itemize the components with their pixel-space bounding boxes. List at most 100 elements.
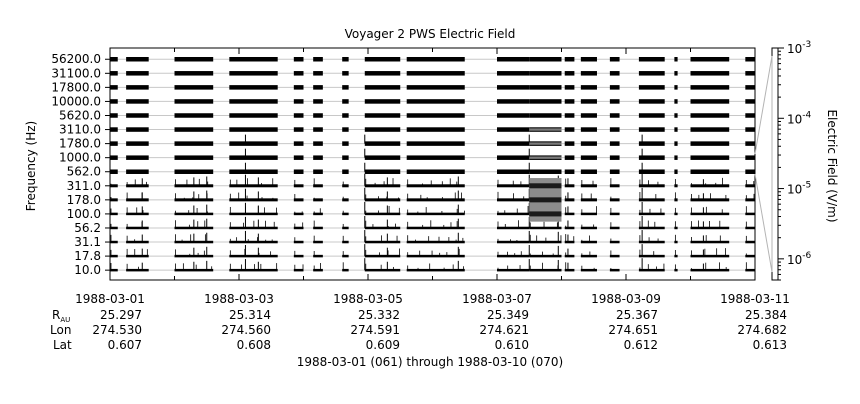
data-segment xyxy=(342,198,349,202)
data-segment xyxy=(580,85,597,90)
colorbar-connector xyxy=(754,55,773,273)
data-segment xyxy=(638,127,665,132)
data-segment xyxy=(293,240,304,244)
data-segment xyxy=(564,56,575,62)
plot-frame xyxy=(109,47,756,281)
data-segment xyxy=(609,155,620,160)
data-segment xyxy=(564,198,575,202)
data-segment xyxy=(406,212,465,216)
data-segment xyxy=(364,254,401,258)
data-segment xyxy=(126,212,149,216)
data-segment xyxy=(313,155,323,160)
data-segment xyxy=(110,155,118,160)
data-segment xyxy=(406,71,465,76)
data-segment xyxy=(364,268,401,272)
data-segment xyxy=(313,226,323,230)
data-segment xyxy=(638,254,665,258)
data-segment xyxy=(745,155,755,160)
data-segment xyxy=(674,268,678,272)
data-segment xyxy=(690,212,730,216)
data-segment xyxy=(126,198,149,202)
ephemeris-lat-value: 0.609 xyxy=(366,338,400,352)
data-segment xyxy=(529,268,562,272)
data-segment xyxy=(745,254,755,258)
data-segment xyxy=(564,268,575,272)
ephemeris-lon-value: 274.651 xyxy=(608,323,658,337)
data-segment xyxy=(564,226,575,230)
data-segment xyxy=(293,254,304,258)
data-segment xyxy=(174,141,214,146)
y-tick-label: 10000.0 xyxy=(51,94,101,108)
colorbar-tick-label: 10-6 xyxy=(787,251,812,267)
data-segment xyxy=(580,268,597,272)
data-segment xyxy=(638,56,665,62)
data-segment xyxy=(293,268,304,272)
data-segment xyxy=(497,212,530,216)
ephemeris-lon-value: 274.682 xyxy=(737,323,787,337)
strong-emission-band xyxy=(529,183,562,189)
y-tick-label: 56.2 xyxy=(74,221,101,235)
data-segment xyxy=(126,113,149,118)
data-segment xyxy=(690,127,730,132)
data-segment xyxy=(690,85,730,90)
data-segment xyxy=(364,155,401,160)
data-segment xyxy=(110,254,118,258)
data-segment xyxy=(564,113,575,118)
data-segment xyxy=(313,71,323,76)
data-segment xyxy=(529,56,562,62)
r-label: RAU xyxy=(52,308,70,324)
data-segment xyxy=(674,71,678,76)
data-segment xyxy=(342,226,349,230)
data-segment xyxy=(174,169,214,174)
y-tick-label: 56200.0 xyxy=(51,52,101,66)
data-segment xyxy=(609,141,620,146)
data-segment xyxy=(313,254,323,258)
data-segment xyxy=(564,141,575,146)
ephemeris-lat-value: 0.612 xyxy=(624,338,658,352)
data-segment xyxy=(497,99,530,104)
data-segment xyxy=(674,198,678,202)
data-segment xyxy=(342,254,349,258)
data-segment xyxy=(126,141,149,146)
moderate-emission-band xyxy=(529,128,562,131)
data-segment xyxy=(745,99,755,104)
data-segment xyxy=(674,254,678,258)
data-segment xyxy=(364,99,401,104)
moderate-emission-band xyxy=(529,142,562,145)
data-segment xyxy=(406,254,465,258)
ephemeris-r-au-value: 25.314 xyxy=(229,308,271,322)
data-segment xyxy=(497,85,530,90)
data-segment xyxy=(229,268,278,272)
date-range-footer: 1988-03-01 (061) through 1988-03-10 (070… xyxy=(297,355,563,369)
data-segment xyxy=(745,169,755,174)
data-segment xyxy=(293,71,304,76)
ephemeris-lat-value: 0.608 xyxy=(237,338,271,352)
data-segment xyxy=(229,184,278,188)
data-segment xyxy=(406,240,465,244)
data-segment xyxy=(674,85,678,90)
data-segment xyxy=(229,169,278,174)
data-segment xyxy=(674,212,678,216)
data-segment xyxy=(293,226,304,230)
ephemeris-r-au-value: 25.297 xyxy=(100,308,142,322)
data-segment xyxy=(580,169,597,174)
data-segment xyxy=(293,198,304,202)
data-segment xyxy=(529,254,562,258)
data-segment xyxy=(638,141,665,146)
data-segment xyxy=(126,254,149,258)
data-segment xyxy=(580,99,597,104)
data-segment xyxy=(745,226,755,230)
data-segment xyxy=(293,155,304,160)
data-segment xyxy=(690,254,730,258)
data-segment xyxy=(580,226,597,230)
data-segment xyxy=(580,155,597,160)
data-segment xyxy=(174,85,214,90)
data-segment xyxy=(690,240,730,244)
data-segment xyxy=(110,240,118,244)
ephemeris-lon-value: 274.560 xyxy=(221,323,271,337)
data-segment xyxy=(745,141,755,146)
data-segment xyxy=(406,56,465,62)
data-segment xyxy=(580,141,597,146)
data-segment xyxy=(406,127,465,132)
